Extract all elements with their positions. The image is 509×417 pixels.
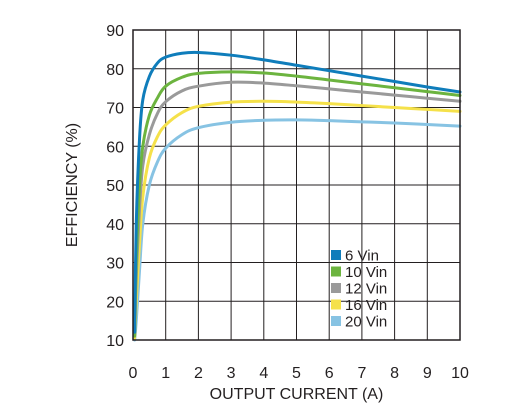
x-tick-label: 10 [451,365,469,382]
y-tick-label: 40 [106,217,124,234]
y-tick-label: 90 [106,23,124,40]
legend-swatch [331,250,341,260]
x-tick-label: 5 [292,365,301,382]
x-tick-label: 2 [194,365,203,382]
x-axis-label: OUTPUT CURRENT (A) [210,386,384,403]
y-tick-label: 60 [106,139,124,156]
y-tick-labels: 10 20 30 40 50 60 70 80 90 [106,23,124,350]
y-tick-label: 20 [106,294,124,311]
y-tick-label: 80 [106,62,124,79]
x-tick-label: 3 [227,365,236,382]
series-line-10-vin [133,70,462,338]
y-tick-label: 10 [106,333,124,350]
legend-label: 12 Vin [345,281,387,298]
series-line-20-vin [133,118,462,342]
x-tick-label: 4 [259,365,268,382]
series-lines [133,50,462,342]
x-tick-label: 6 [325,365,334,382]
y-tick-label: 50 [106,178,124,195]
x-tick-label: 0 [129,365,138,382]
x-tick-label: 8 [390,365,399,382]
legend-label: 16 Vin [345,297,387,314]
x-tick-label: 1 [161,365,170,382]
legend-swatch [331,299,341,310]
legend-swatch [331,266,341,277]
legend-label: 20 Vin [345,314,387,331]
y-tick-label: 30 [106,256,124,273]
legend-swatch [331,283,341,293]
series-line-6-vin [133,50,462,334]
legend-label: 10 Vin [345,264,387,281]
x-tick-labels: 0 1 2 3 4 5 6 7 8 9 10 [129,365,469,382]
plot-frame [132,29,461,341]
y-axis-label: EFFICIENCY (%) [64,123,81,247]
legend-swatch [331,316,341,326]
legend-label: 6 Vin [345,248,379,265]
x-tick-label: 7 [357,365,366,382]
series-line-16-vin [133,99,462,340]
y-tick-label: 70 [106,101,124,118]
x-tick-label: 9 [423,365,432,382]
